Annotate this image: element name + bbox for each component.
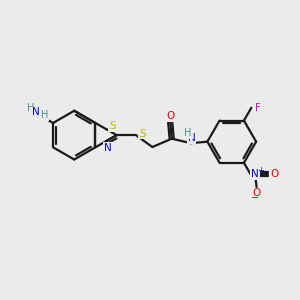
Text: N: N <box>188 133 196 143</box>
Text: N: N <box>32 107 40 117</box>
Text: O: O <box>252 188 261 198</box>
Text: N: N <box>103 143 111 153</box>
Text: +: + <box>257 166 264 175</box>
Text: −: − <box>251 193 259 203</box>
Text: O: O <box>166 111 174 121</box>
Text: F: F <box>255 103 261 113</box>
Text: O: O <box>270 169 278 179</box>
Text: H: H <box>27 103 34 113</box>
Text: S: S <box>109 121 116 131</box>
Text: H: H <box>184 128 192 138</box>
Text: H: H <box>40 110 48 120</box>
Text: N: N <box>251 169 259 179</box>
Text: S: S <box>139 129 146 139</box>
